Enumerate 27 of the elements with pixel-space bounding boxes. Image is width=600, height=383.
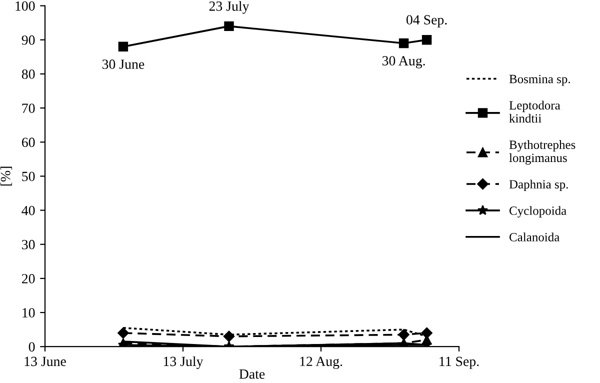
annotation: 23 July [209,1,250,14]
legend-label: Daphnia sp. [509,180,568,192]
x-tick-label: 13 June [24,356,66,366]
x-tick-label: 12 Aug. [300,356,342,369]
annotation: 04 Sep. [406,15,447,28]
y-tick-label: 50 [22,172,35,182]
y-tick-label: 90 [22,35,35,45]
annotation: 30 Aug. [382,56,425,68]
y-axis-title: [%] [0,166,12,186]
y-tick-label: 20 [22,274,35,284]
y-tick-label: 70 [22,104,35,113]
y-tick-label: 40 [22,206,35,216]
y-tick-label: 100 [16,1,35,11]
legend-label: Leptodora kindtii [509,100,560,123]
annotation: 30 June [102,60,144,69]
y-tick-label: 0 [28,342,35,352]
legend-label: Cyclopoida [510,206,566,218]
x-tick-label: 13 July [164,356,204,369]
legend-label: Calanoida [510,232,560,242]
x-axis-title: Date [239,370,265,379]
y-tick-label: 60 [22,138,35,148]
legend-label: Bythotrephes longimanus [509,140,576,165]
legend-label: Bosmina sp. [509,74,570,86]
y-tick-label: 80 [22,70,35,79]
y-tick-label: 30 [22,240,35,250]
y-tick-label: 10 [22,308,35,318]
x-tick-label: 11 Sep. [440,356,479,369]
